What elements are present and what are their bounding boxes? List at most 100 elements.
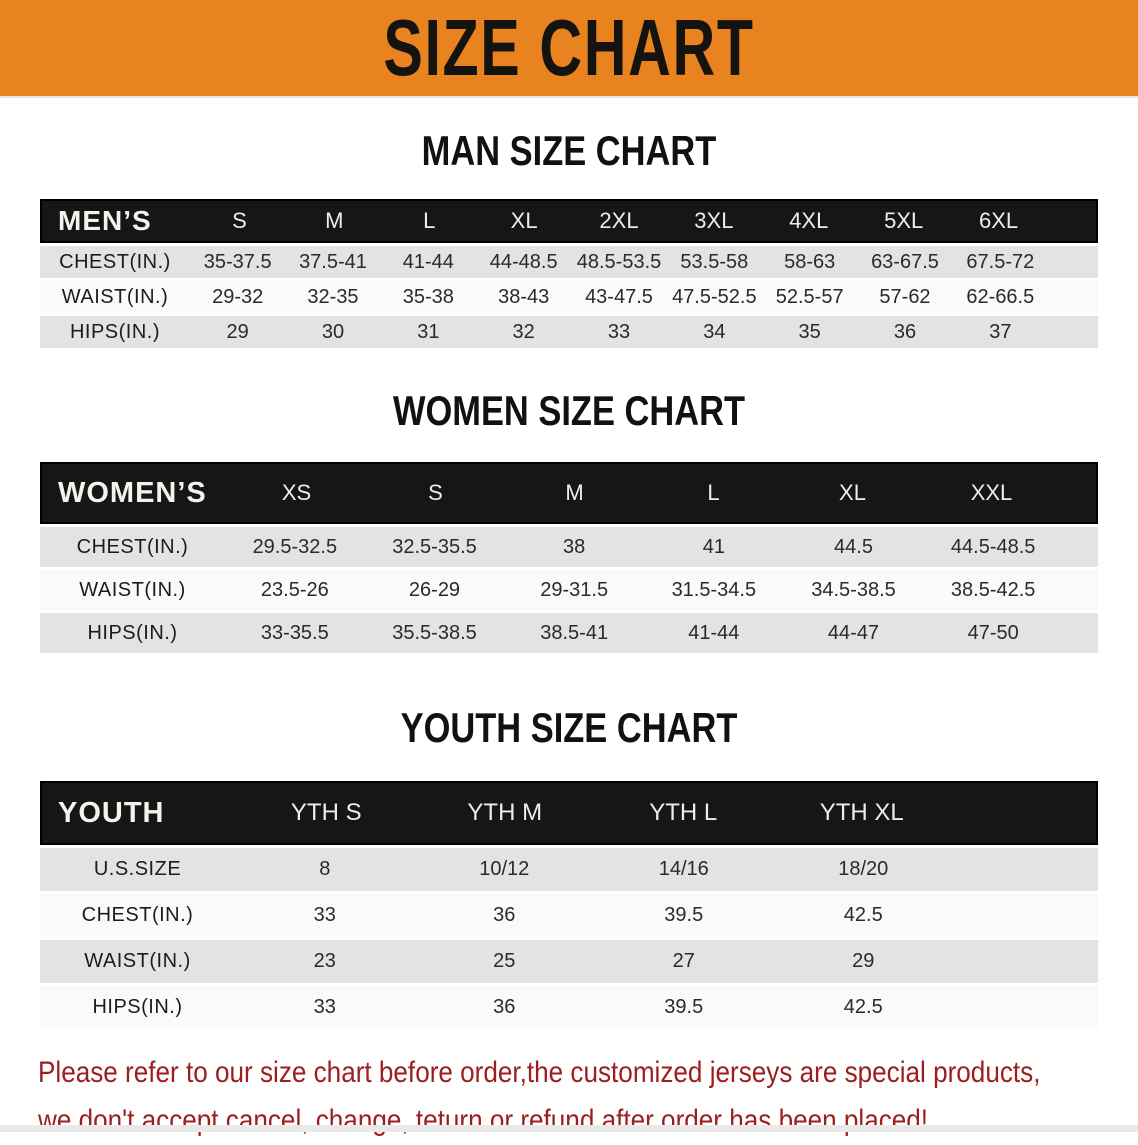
cell-value: 32	[476, 321, 571, 344]
column-header: YTH M	[416, 799, 595, 827]
cell-value: 31.5-34.5	[644, 579, 784, 602]
cell-value: 30	[285, 321, 380, 344]
disclaimer-line-2: we don't accept cancel, change, teturn o…	[38, 1097, 995, 1145]
cell-value: 36	[415, 904, 595, 927]
cell-value: 62-66.5	[953, 286, 1048, 309]
row-label: HIPS(IN.)	[40, 622, 225, 645]
cell-value: 27	[594, 950, 774, 973]
table-corner-label: WOMEN’S	[42, 477, 227, 510]
cell-value: 39.5	[594, 904, 774, 927]
column-header: M	[287, 208, 382, 234]
row-label: CHEST(IN.)	[40, 536, 225, 559]
row-label: U.S.SIZE	[40, 858, 235, 881]
cell-value: 23.5-26	[225, 579, 365, 602]
cell-value: 38.5-42.5	[923, 579, 1063, 602]
cell-value: 35-38	[381, 286, 476, 309]
row-label: HIPS(IN.)	[40, 996, 235, 1019]
row-label: WAIST(IN.)	[40, 950, 235, 973]
table-corner-label: MEN’S	[42, 205, 192, 237]
row-label: WAIST(IN.)	[40, 286, 190, 309]
cell-value: 33	[235, 996, 415, 1019]
cell-value: 37.5-41	[285, 251, 380, 274]
column-header: XL	[477, 208, 572, 234]
section-heading-women: WOMEN SIZE CHART	[102, 390, 1035, 432]
cell-value: 32.5-35.5	[365, 536, 505, 559]
cell-value: 47-50	[923, 622, 1063, 645]
cell-value: 43-47.5	[571, 286, 666, 309]
column-header: YTH XL	[773, 799, 952, 827]
column-header: XL	[783, 480, 922, 506]
cell-value: 25	[415, 950, 595, 973]
cell-value: 36	[857, 321, 952, 344]
column-header: XXL	[922, 480, 1061, 506]
cell-value: 32-35	[285, 286, 380, 309]
disclaimer-line-1: Please refer to our size chart before or…	[38, 1049, 995, 1097]
column-header: 5XL	[856, 208, 951, 234]
cell-value: 38.5-41	[504, 622, 644, 645]
cell-value: 35-37.5	[190, 251, 285, 274]
cell-value: 63-67.5	[857, 251, 952, 274]
cell-value: 41-44	[644, 622, 784, 645]
column-header: M	[505, 480, 644, 506]
table-corner-label: YOUTH	[42, 797, 237, 830]
cell-value: 8	[235, 858, 415, 881]
cell-value: 33	[571, 321, 666, 344]
cell-value: 37	[953, 321, 1048, 344]
column-header: YTH S	[237, 799, 416, 827]
cell-value: 23	[235, 950, 415, 973]
cell-value: 35	[762, 321, 857, 344]
cell-value: 33	[235, 904, 415, 927]
section-heading-men: MAN SIZE CHART	[102, 130, 1035, 172]
column-header: L	[382, 208, 477, 234]
cell-value: 29	[190, 321, 285, 344]
cell-value: 48.5-53.5	[571, 251, 666, 274]
column-header: XS	[227, 480, 366, 506]
cell-value: 34.5-38.5	[784, 579, 924, 602]
cell-value: 42.5	[774, 904, 954, 927]
cell-value: 41-44	[381, 251, 476, 274]
row-label: WAIST(IN.)	[40, 579, 225, 602]
banner: SIZE CHART	[0, 0, 1138, 98]
row-label: CHEST(IN.)	[40, 904, 235, 927]
cell-value: 41	[644, 536, 784, 559]
cell-value: 38-43	[476, 286, 571, 309]
cell-value: 10/12	[415, 858, 595, 881]
column-header: 2XL	[572, 208, 667, 234]
bottom-strip	[0, 1125, 1138, 1132]
cell-value: 31	[381, 321, 476, 344]
cell-value: 47.5-52.5	[667, 286, 762, 309]
section-heading-youth: YOUTH SIZE CHART	[102, 707, 1035, 749]
cell-value: 52.5-57	[762, 286, 857, 309]
cell-value: 38	[504, 536, 644, 559]
cell-value: 14/16	[594, 858, 774, 881]
cell-value: 26-29	[365, 579, 505, 602]
cell-value: 44-48.5	[476, 251, 571, 274]
column-header: 6XL	[951, 208, 1046, 234]
column-header: L	[644, 480, 783, 506]
cell-value: 29-32	[190, 286, 285, 309]
cell-value: 44.5	[784, 536, 924, 559]
cell-value: 42.5	[774, 996, 954, 1019]
column-header: YTH L	[594, 799, 773, 827]
cell-value: 18/20	[774, 858, 954, 881]
